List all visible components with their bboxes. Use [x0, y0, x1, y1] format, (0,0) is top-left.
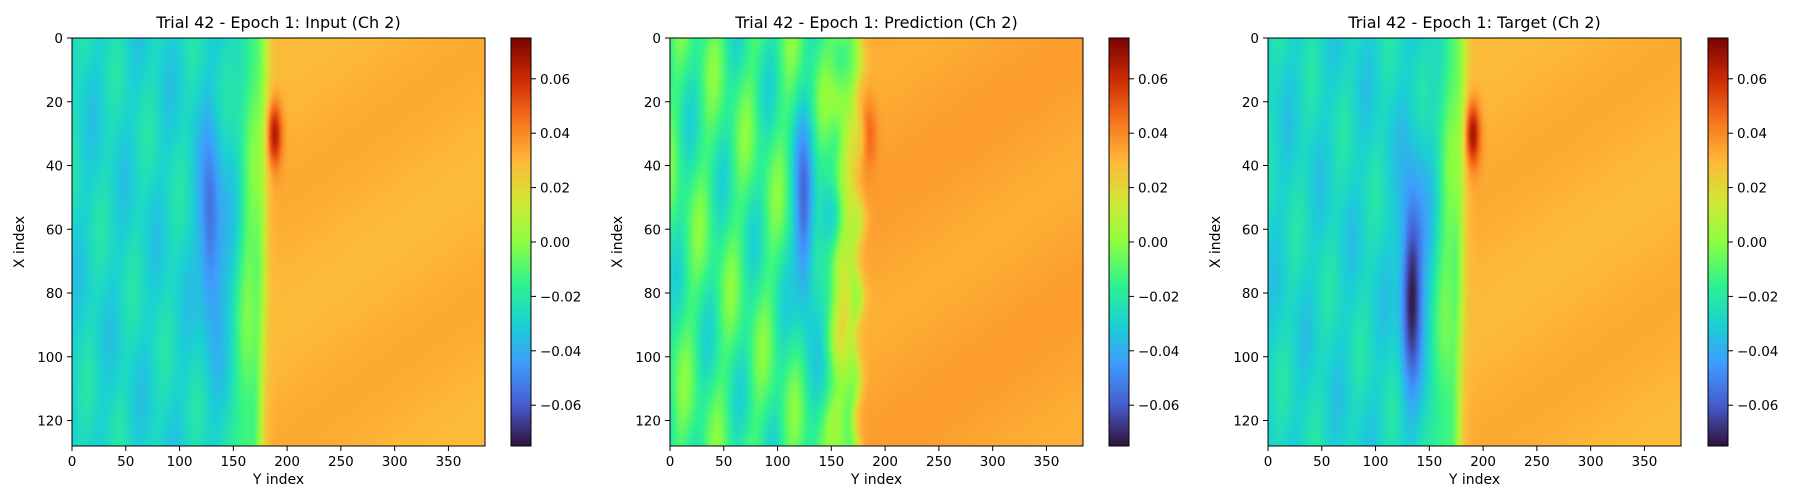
y-tick-label: 0: [54, 31, 63, 47]
x-tick-label: 100: [765, 454, 791, 470]
y-tick-label: 0: [652, 31, 661, 47]
colorbar-tick-label: −0.04: [1138, 344, 1179, 360]
colorbar: [511, 38, 531, 446]
colorbar-tick-label: 0.00: [1737, 235, 1767, 251]
y-tick-label: 80: [1242, 286, 1259, 302]
colorbar-tick-label: 0.00: [540, 235, 570, 251]
x-tick-label: 350: [1034, 454, 1060, 470]
colorbar-tick-label: 0.00: [1138, 235, 1168, 251]
heatmap-image: [670, 38, 1083, 446]
y-tick-label: 40: [46, 159, 63, 175]
heatmap-image: [72, 38, 485, 446]
colorbar-tick-label: 0.04: [540, 126, 570, 142]
y-tick-label: 100: [1233, 350, 1259, 366]
x-tick-label: 0: [1264, 454, 1273, 470]
x-tick-label: 350: [436, 454, 462, 470]
x-tick-label: 250: [328, 454, 354, 470]
colorbar-tick-label: 0.06: [1737, 72, 1767, 88]
x-tick-label: 50: [117, 454, 134, 470]
y-tick-label: 20: [1242, 95, 1259, 111]
x-tick-label: 150: [1416, 454, 1442, 470]
colorbar: [1708, 38, 1728, 446]
chart-panel-1: Trial 42 - Epoch 1: Input (Ch 2) 0 50 100 15…: [12, 13, 581, 488]
y-tick-label: 100: [37, 350, 63, 366]
colorbar-tick-label: −0.02: [1138, 289, 1179, 305]
y-tick-label: 60: [644, 222, 661, 238]
x-tick-label: 300: [980, 454, 1006, 470]
y-tick-label: 60: [1242, 222, 1259, 238]
y-axis-label: X index: [610, 216, 626, 268]
x-tick-label: 300: [382, 454, 408, 470]
x-tick-label: 200: [872, 454, 898, 470]
x-tick-label: 100: [167, 454, 193, 470]
colorbar-tick-label: −0.02: [1737, 289, 1778, 305]
x-tick-label: 250: [1524, 454, 1550, 470]
x-tick-label: 250: [926, 454, 952, 470]
colorbar-tick-label: 0.06: [1138, 72, 1168, 88]
x-tick-label: 350: [1632, 454, 1658, 470]
y-tick-label: 20: [46, 95, 63, 111]
colorbar-tick-label: −0.06: [1138, 398, 1179, 414]
panel-title: Trial 42 - Epoch 1: Input (Ch 2): [155, 13, 400, 32]
colorbar-tick-label: 0.04: [1138, 126, 1168, 142]
colorbar-tick-label: −0.04: [1737, 344, 1778, 360]
y-tick-label: 60: [46, 222, 63, 238]
x-tick-label: 300: [1578, 454, 1604, 470]
colorbar-tick-label: −0.06: [540, 398, 581, 414]
y-tick-label: 120: [37, 414, 63, 430]
x-tick-label: 150: [818, 454, 844, 470]
x-tick-label: 0: [68, 454, 77, 470]
x-tick-label: 200: [274, 454, 300, 470]
x-tick-label: 200: [1470, 454, 1496, 470]
colorbar-tick-label: 0.06: [540, 72, 570, 88]
colorbar-tick-label: −0.02: [540, 289, 581, 305]
y-tick-label: 40: [644, 159, 661, 175]
y-axis-label: X index: [1208, 216, 1224, 268]
chart-panel-3: Trial 42 - Epoch 1: Target (Ch 2) 0 50 100 1…: [1208, 13, 1778, 488]
colorbar: [1109, 38, 1129, 446]
panel-title: Trial 42 - Epoch 1: Target (Ch 2): [1347, 13, 1600, 32]
colorbar-tick-label: 0.02: [540, 181, 570, 197]
x-axis-label: Y index: [252, 472, 304, 488]
y-axis-label: X index: [12, 216, 28, 268]
y-tick-label: 120: [1233, 414, 1259, 430]
y-tick-label: 20: [644, 95, 661, 111]
x-tick-label: 100: [1363, 454, 1389, 470]
y-tick-label: 120: [635, 414, 661, 430]
colorbar-tick-label: −0.04: [540, 344, 581, 360]
x-tick-label: 0: [666, 454, 675, 470]
y-tick-label: 40: [1242, 159, 1259, 175]
colorbar-tick-label: 0.02: [1737, 181, 1767, 197]
x-axis-label: Y index: [1448, 472, 1500, 488]
y-tick-label: 80: [46, 286, 63, 302]
panel-title: Trial 42 - Epoch 1: Prediction (Ch 2): [734, 13, 1017, 32]
colorbar-tick-label: 0.04: [1737, 126, 1767, 142]
y-tick-label: 0: [1250, 31, 1259, 47]
heatmap-image: [1268, 38, 1681, 446]
colorbar-tick-label: −0.06: [1737, 398, 1778, 414]
y-tick-label: 80: [644, 286, 661, 302]
y-tick-label: 100: [635, 350, 661, 366]
chart-panel-2: Trial 42 - Epoch 1: Prediction (Ch 2) 0 50…: [610, 13, 1179, 488]
colorbar-tick-label: 0.02: [1138, 181, 1168, 197]
axes-frame: [1267, 37, 1682, 447]
x-axis-label: Y index: [850, 472, 902, 488]
x-tick-label: 50: [715, 454, 732, 470]
x-tick-label: 50: [1313, 454, 1330, 470]
axes-frame: [71, 37, 486, 447]
x-tick-label: 150: [220, 454, 246, 470]
axes-frame: [669, 37, 1084, 447]
